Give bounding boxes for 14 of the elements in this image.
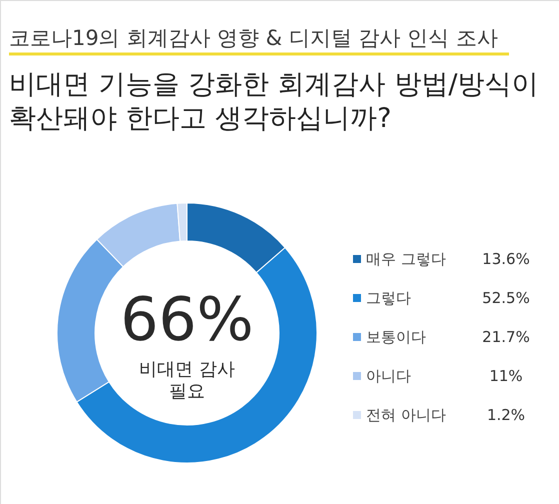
data-label: 52.5% bbox=[482, 289, 530, 307]
data-label: 13.6% bbox=[482, 250, 530, 268]
legend-label: 보통이다 bbox=[366, 328, 426, 346]
legend-label: 그렇다 bbox=[366, 289, 411, 307]
legend-label: 전혀 아니다 bbox=[366, 406, 446, 424]
chart-subtitle: 비대면 기능을 강화한 회계감사 방법/방식이 확산돼야 한다고 생각하십니까? bbox=[9, 69, 538, 134]
legend-label: 매우 그렇다 bbox=[366, 250, 446, 268]
data-label: 1.2% bbox=[486, 406, 526, 424]
data-label: 21.7% bbox=[482, 328, 530, 346]
legend-label: 아니다 bbox=[366, 367, 411, 385]
data-label: 11% bbox=[489, 367, 523, 385]
chart-title: 코로나19의 회계감사 영향 & 디지털 감사 인식 조사 bbox=[9, 26, 498, 50]
text: 비대면 감사 필요 bbox=[139, 359, 235, 402]
text: 66% bbox=[120, 285, 254, 355]
